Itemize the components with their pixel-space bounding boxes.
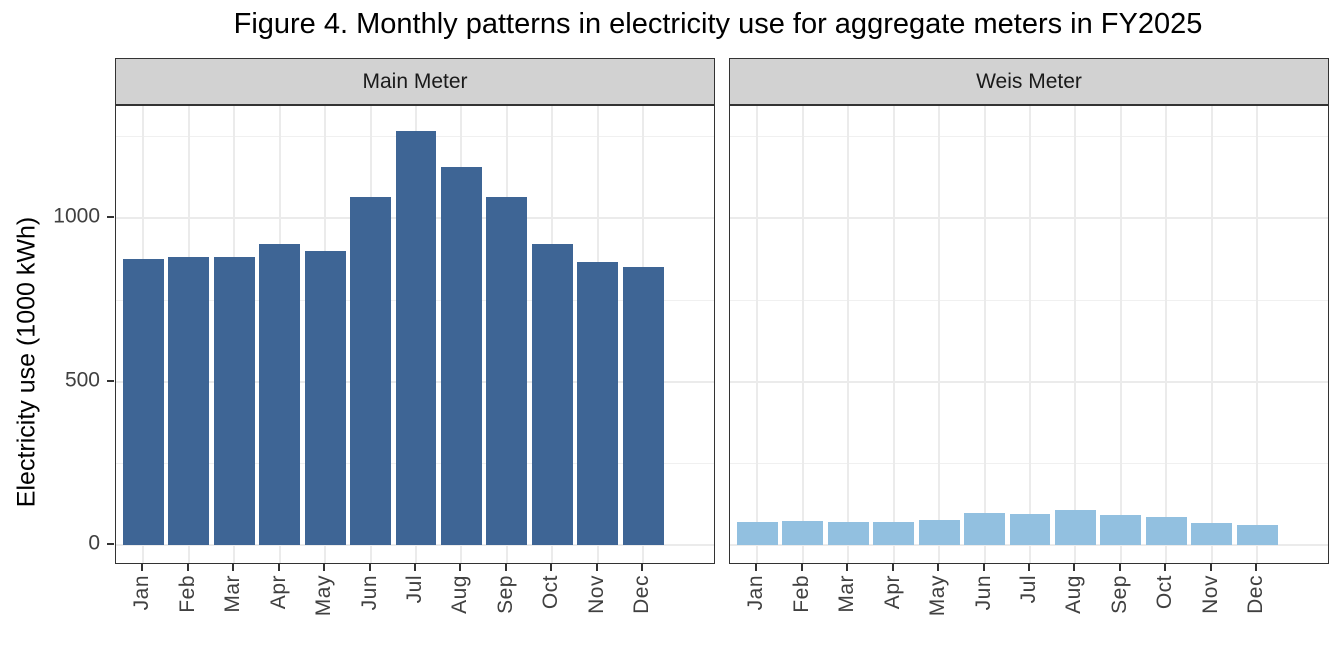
bar-sep: [1100, 514, 1142, 545]
x-axis-tick: [277, 564, 280, 571]
x-tick-label: Sep: [1107, 575, 1131, 614]
x-tick-label: Jan: [130, 575, 154, 611]
y-axis-title: Electricity use (1000 kWh): [12, 216, 41, 508]
x-axis-tick: [414, 564, 416, 571]
x-tick-label: May: [312, 575, 336, 617]
bar-sep: [486, 196, 528, 545]
gridline-vertical: [756, 106, 759, 563]
x-axis-tick: [368, 564, 371, 571]
y-tick-label: 500: [64, 368, 100, 392]
y-tick-label: 0: [88, 531, 100, 555]
y-axis-tick: [107, 543, 114, 545]
gridline-vertical: [1256, 106, 1259, 563]
facet-panel: [729, 105, 1329, 564]
bar-nov: [577, 262, 619, 545]
x-axis-tick: [641, 564, 644, 571]
x-tick-label: Dec: [1244, 575, 1268, 614]
bar-jan: [736, 522, 778, 545]
x-axis-tick: [595, 564, 598, 571]
x-tick-label: Nov: [1198, 575, 1222, 614]
bar-jun: [350, 196, 391, 545]
y-tick-label: 1000: [53, 204, 100, 228]
x-tick-label: Apr: [880, 575, 904, 610]
bar-jun: [964, 513, 1005, 545]
y-axis-tick: [107, 216, 114, 218]
gridline-vertical: [1074, 106, 1077, 563]
x-axis-tick: [141, 564, 144, 571]
x-axis-tick: [982, 564, 985, 571]
bar-oct: [531, 244, 573, 545]
bar-may: [918, 520, 960, 545]
x-axis-tick: [800, 564, 803, 571]
gridline-vertical: [847, 106, 850, 563]
bar-may: [304, 250, 346, 545]
facet-strip: Weis Meter: [729, 58, 1329, 105]
x-tick-label: Dec: [630, 575, 654, 614]
x-tick-label: Jun: [971, 575, 995, 611]
bar-oct: [1145, 516, 1187, 545]
x-tick-label: Mar: [221, 575, 245, 613]
bar-jul: [1009, 514, 1051, 545]
x-axis-tick: [323, 564, 326, 571]
bar-mar: [213, 257, 255, 545]
x-axis-tick: [1028, 564, 1030, 571]
bar-jul: [395, 131, 437, 545]
x-tick-label: Feb: [175, 575, 199, 613]
x-tick-label: Feb: [789, 575, 813, 613]
gridline-vertical: [1210, 106, 1213, 563]
x-axis-tick: [1118, 564, 1121, 571]
x-tick-label: Oct: [1153, 575, 1177, 610]
x-axis-tick: [1164, 564, 1167, 571]
x-tick-label: Aug: [448, 575, 472, 614]
gridline-vertical: [1119, 106, 1122, 563]
facet-strip-label: Main Meter: [362, 69, 468, 93]
bar-aug: [441, 167, 482, 545]
x-tick-label: Nov: [584, 575, 608, 614]
y-axis-tick: [107, 379, 114, 382]
x-axis-tick: [755, 564, 758, 571]
x-axis-tick: [504, 564, 507, 571]
gridline-vertical: [1165, 106, 1168, 563]
bar-feb: [782, 521, 824, 545]
x-tick-label: Apr: [266, 575, 290, 610]
x-axis-tick: [1209, 564, 1212, 571]
x-axis-tick: [891, 564, 894, 571]
x-tick-label: May: [926, 575, 950, 617]
gridline-vertical: [983, 106, 986, 563]
x-tick-label: Jul: [1017, 575, 1040, 604]
bar-dec: [622, 267, 664, 545]
bar-aug: [1055, 509, 1096, 545]
chart-title: Figure 4. Monthly patterns in electricit…: [233, 8, 1203, 40]
x-axis-tick: [550, 564, 553, 571]
x-tick-label: Oct: [539, 575, 563, 610]
bar-feb: [168, 256, 210, 545]
facet-panel: [115, 105, 715, 564]
x-tick-label: Jul: [403, 575, 426, 604]
facet-strip-label: Weis Meter: [976, 69, 1082, 93]
x-tick-label: Mar: [835, 575, 859, 613]
gridline-vertical: [801, 106, 804, 563]
x-axis-tick: [937, 564, 940, 571]
x-axis-tick: [1073, 564, 1076, 571]
facet-strip: Main Meter: [115, 58, 715, 105]
gridline-vertical: [1029, 106, 1031, 563]
bar-dec: [1236, 524, 1278, 545]
x-axis-tick: [459, 564, 462, 571]
x-axis-tick: [846, 564, 849, 571]
bar-jan: [122, 258, 164, 545]
x-axis-tick: [1255, 564, 1258, 571]
bar-apr: [873, 522, 915, 545]
bar-apr: [259, 244, 301, 545]
x-axis-tick: [186, 564, 189, 571]
bar-nov: [1191, 523, 1233, 545]
x-tick-label: Jan: [744, 575, 768, 611]
gridline-vertical: [938, 106, 941, 563]
bar-mar: [827, 521, 869, 545]
x-tick-label: Jun: [357, 575, 381, 611]
gridline-vertical: [892, 106, 895, 563]
x-axis-tick: [232, 564, 235, 571]
x-tick-label: Sep: [493, 575, 517, 614]
x-tick-label: Aug: [1062, 575, 1086, 614]
